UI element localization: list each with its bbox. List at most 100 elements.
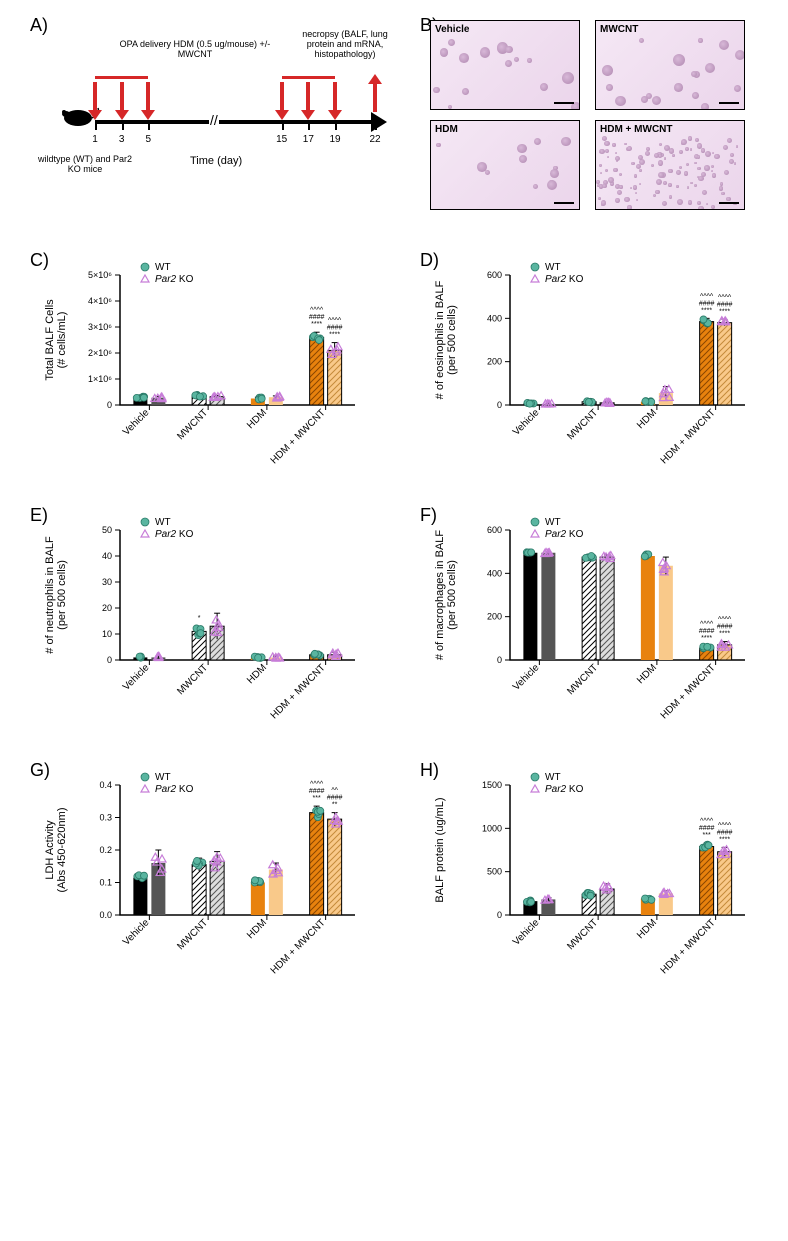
svg-text:0: 0: [497, 910, 502, 920]
svg-text:****: ****: [719, 631, 730, 638]
svg-text:MWCNT: MWCNT: [565, 917, 600, 952]
svg-text:WT: WT: [545, 262, 561, 273]
chart-e: 01020304050# of neutrophils in BALF(per …: [35, 505, 375, 735]
svg-text:WT: WT: [545, 772, 561, 783]
figure-root: A) wildtype (WT) and Par2 KO mice OPA de…: [0, 0, 788, 1241]
svg-text:MWCNT: MWCNT: [565, 407, 600, 442]
timeline-axis: [95, 120, 375, 124]
svg-text:^^^^: ^^^^: [700, 621, 714, 628]
svg-text:MWCNT: MWCNT: [175, 662, 210, 697]
svg-text:^^^^: ^^^^: [700, 293, 714, 300]
svg-text:####: ####: [309, 788, 325, 795]
svg-text:HDM: HDM: [245, 662, 269, 686]
svg-text:####: ####: [309, 314, 325, 321]
svg-text:40: 40: [102, 551, 112, 561]
svg-text:2×10⁶: 2×10⁶: [88, 348, 112, 358]
svg-text:MWCNT: MWCNT: [175, 917, 210, 952]
svg-text:400: 400: [487, 568, 502, 578]
svg-text:HDM + MWCNT: HDM + MWCNT: [269, 917, 328, 976]
svg-text:^^^^: ^^^^: [328, 318, 342, 325]
svg-text:**: **: [332, 802, 338, 809]
chart-h: 0 500 1000 1500 BALF protein (ug/mL) Vehicle M…: [425, 760, 765, 990]
panel-a-timeline: wildtype (WT) and Par2 KO mice OPA deliv…: [40, 30, 390, 190]
svg-text:HDM + MWCNT: HDM + MWCNT: [269, 662, 328, 721]
svg-text:####: ####: [327, 795, 343, 802]
svg-text:20: 20: [102, 603, 112, 613]
svg-text:200: 200: [487, 357, 502, 367]
svg-text:Vehicle: Vehicle: [121, 917, 152, 948]
svg-text:HDM: HDM: [635, 662, 659, 686]
svg-text:BALF protein (ug/mL): BALF protein (ug/mL): [434, 797, 446, 902]
svg-text:(# cells/mL): (# cells/mL): [56, 312, 68, 369]
svg-text:1000: 1000: [482, 823, 502, 833]
chart-c: 01×10⁶2×10⁶3×10⁶4×10⁶5×10⁶Total BALF Cel…: [35, 250, 375, 480]
svg-text:Vehicle: Vehicle: [511, 662, 542, 693]
svg-text:1×10⁶: 1×10⁶: [88, 374, 112, 384]
svg-text:Vehicle: Vehicle: [121, 662, 152, 693]
chart-d: 0 200 400 600 # of eosinophils in BALF(per 5…: [425, 250, 765, 480]
svg-text:****: ****: [311, 321, 322, 328]
svg-text:Vehicle: Vehicle: [121, 407, 152, 438]
genotype-text: wildtype (WT) and Par2 KO mice: [35, 155, 135, 175]
svg-text:LDH Activity: LDH Activity: [44, 820, 56, 880]
svg-text:WT: WT: [155, 517, 171, 528]
svg-text:Vehicle: Vehicle: [511, 917, 542, 948]
svg-text:****: ****: [719, 836, 730, 843]
svg-text:600: 600: [487, 525, 502, 535]
svg-text:Par2 KO: Par2 KO: [155, 274, 194, 285]
svg-text:####: ####: [699, 628, 715, 635]
svg-text:# of neutrophils in BALF: # of neutrophils in BALF: [44, 536, 56, 654]
svg-text:^^^^: ^^^^: [310, 781, 324, 788]
svg-text:30: 30: [102, 577, 112, 587]
svg-text:Total BALF Cells: Total BALF Cells: [44, 299, 56, 381]
svg-text:WT: WT: [545, 517, 561, 528]
svg-text:4×10⁶: 4×10⁶: [88, 296, 112, 306]
svg-text:MWCNT: MWCNT: [565, 662, 600, 697]
svg-text:HDM: HDM: [245, 407, 269, 431]
svg-text:HDM: HDM: [635, 407, 659, 431]
svg-text:0: 0: [107, 655, 112, 665]
svg-text:^^^^: ^^^^: [310, 307, 324, 314]
svg-text:400: 400: [487, 313, 502, 323]
svg-text:####: ####: [717, 301, 733, 308]
svg-text:# of eosinophils in BALF: # of eosinophils in BALF: [434, 280, 446, 399]
svg-text:####: ####: [699, 300, 715, 307]
svg-text:(per 500 cells): (per 500 cells): [446, 305, 458, 375]
svg-text:HDM + MWCNT: HDM + MWCNT: [659, 662, 718, 721]
svg-text:600: 600: [487, 270, 502, 280]
svg-text:(per 500 cells): (per 500 cells): [446, 560, 458, 630]
chart-g: 0.00.10.20.30.4LDH Activity(Abs 450-620n…: [35, 760, 375, 990]
svg-text:Par2 KO: Par2 KO: [545, 529, 584, 540]
svg-text:HDM: HDM: [635, 917, 659, 941]
svg-text:WT: WT: [155, 772, 171, 783]
svg-text:^^^^: ^^^^: [700, 818, 714, 825]
svg-text:^^^^: ^^^^: [718, 822, 732, 829]
svg-text:Par2 KO: Par2 KO: [545, 784, 584, 795]
svg-text:500: 500: [487, 867, 502, 877]
svg-text:####: ####: [717, 624, 733, 631]
svg-text:****: ****: [329, 332, 340, 339]
svg-text:####: ####: [699, 825, 715, 832]
time-axis-label: Time (day): [190, 155, 242, 167]
svg-text:(Abs 450-620nm): (Abs 450-620nm): [56, 808, 68, 893]
svg-text:HDM + MWCNT: HDM + MWCNT: [269, 407, 328, 466]
svg-text:####: ####: [717, 829, 733, 836]
svg-text:####: ####: [327, 325, 343, 332]
svg-text:HDM + MWCNT: HDM + MWCNT: [659, 407, 718, 466]
svg-text:1500: 1500: [482, 780, 502, 790]
svg-text:0: 0: [497, 655, 502, 665]
svg-text:# of macrophages in BALF: # of macrophages in BALF: [434, 530, 446, 661]
svg-text:****: ****: [701, 307, 712, 314]
chart-f: 0200400600# of macrophages in BALF(per 5…: [425, 505, 765, 735]
necropsy-text: necropsy (BALF, lung protein and mRNA, h…: [300, 30, 390, 60]
svg-text:(per 500 cells): (per 500 cells): [56, 560, 68, 630]
svg-text:0.2: 0.2: [99, 845, 112, 855]
svg-text:Par2 KO: Par2 KO: [545, 274, 584, 285]
svg-text:0.1: 0.1: [99, 878, 112, 888]
svg-text:****: ****: [701, 635, 712, 642]
svg-text:0.3: 0.3: [99, 813, 112, 823]
svg-text:0: 0: [497, 400, 502, 410]
svg-text:10: 10: [102, 629, 112, 639]
svg-text:^^^^: ^^^^: [718, 617, 732, 624]
svg-text:3×10⁶: 3×10⁶: [88, 322, 112, 332]
